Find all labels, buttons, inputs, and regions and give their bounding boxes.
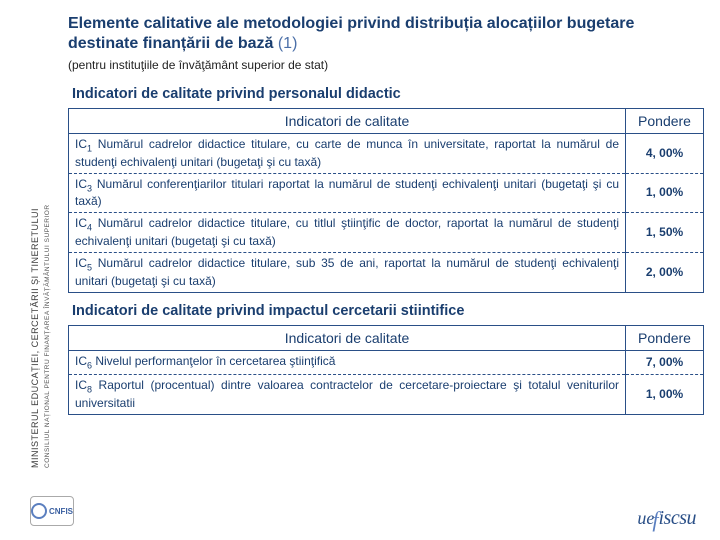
table-row: IC6 Nivelul performanţelor în cercetarea… [69, 350, 704, 375]
table-row: IC4 Numărul cadrelor didactice titulare,… [69, 213, 704, 253]
col-indicator-2: Indicatori de calitate [69, 325, 626, 350]
title-text: Elemente calitative ale metodologiei pri… [68, 15, 634, 52]
ministry-label: MINISTERUL EDUCAȚIEI, CERCETĂRII ȘI TINE… [30, 208, 40, 468]
weight-cell: 2, 00% [626, 252, 704, 292]
footer-right-logo: uefiscsu [637, 504, 696, 530]
table-row: IC5 Numărul cadrelor didactice titulare,… [69, 252, 704, 292]
slide-content: Elemente calitative ale metodologiei pri… [68, 14, 704, 415]
logo-iscsu: iscsu [659, 507, 697, 530]
section1-heading: Indicatori de calitate privind personalu… [72, 86, 704, 102]
council-label: CONSILIUL NAȚIONAL PENTRU FINANȚAREA ÎNV… [44, 204, 51, 468]
weight-cell: 1, 50% [626, 213, 704, 253]
title-number: (1) [278, 35, 298, 52]
cnfis-badge: CNFIS [30, 496, 74, 526]
table-row: IC1 Numărul cadrelor didactice titulare,… [69, 134, 704, 174]
weight-cell: 7, 00% [626, 350, 704, 375]
cnfis-ring-icon [31, 503, 47, 519]
footer-left-logo: CNFIS [30, 496, 70, 526]
col-weight: Pondere [626, 109, 704, 134]
table-research: Indicatori de calitate Pondere IC6 Nivel… [68, 325, 704, 415]
indicator-cell: IC4 Numărul cadrelor didactice titulare,… [69, 213, 626, 253]
logo-ampersand-icon: f [652, 507, 658, 533]
indicator-cell: IC1 Numărul cadrelor didactice titulare,… [69, 134, 626, 174]
col-indicator: Indicatori de calitate [69, 109, 626, 134]
table-row: IC8 Raportul (procentual) dintre valoare… [69, 375, 704, 415]
table-personnel: Indicatori de calitate Pondere IC1 Număr… [68, 108, 704, 293]
col-weight-2: Pondere [626, 325, 704, 350]
cnfis-label: CNFIS [49, 507, 73, 516]
vertical-sidebar: MINISTERUL EDUCAȚIEI, CERCETĂRII ȘI TINE… [30, 138, 50, 468]
weight-cell: 1, 00% [626, 375, 704, 415]
indicator-cell: IC3 Numărul conferenţiarilor titulari ra… [69, 173, 626, 213]
indicator-cell: IC5 Numărul cadrelor didactice titulare,… [69, 252, 626, 292]
slide-subtitle: (pentru instituţiile de învăţământ super… [68, 58, 704, 72]
weight-cell: 1, 00% [626, 173, 704, 213]
slide-title: Elemente calitative ale metodologiei pri… [68, 14, 704, 54]
indicator-cell: IC8 Raportul (procentual) dintre valoare… [69, 375, 626, 415]
table-row: IC3 Numărul conferenţiarilor titulari ra… [69, 173, 704, 213]
section2-heading: Indicatori de calitate privind impactul … [72, 303, 704, 319]
weight-cell: 4, 00% [626, 134, 704, 174]
indicator-cell: IC6 Nivelul performanţelor în cercetarea… [69, 350, 626, 375]
